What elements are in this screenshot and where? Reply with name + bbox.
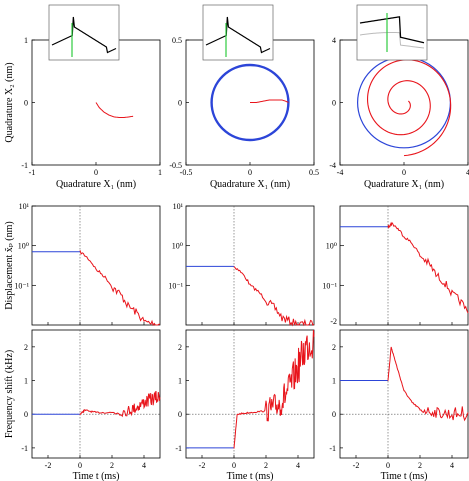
y-tick-label: 0 <box>24 410 28 419</box>
series-line-red <box>95 102 134 118</box>
series-line-red <box>387 221 469 314</box>
y-tick-label: 10⁻¹ <box>168 281 183 290</box>
plot-frame <box>339 205 469 326</box>
y-tick-label: 0 <box>332 99 336 108</box>
x-tick-label: 0 <box>232 461 236 470</box>
series-line-red <box>79 250 161 327</box>
x-tick-label: 4 <box>142 461 146 470</box>
x-tick-label: 0 <box>386 461 390 470</box>
y-axis-label: Frequency shift (kHz) <box>4 350 15 438</box>
plot-frame <box>339 329 469 459</box>
y-tick-label: 10¹ <box>173 202 184 211</box>
plot-frame <box>185 329 315 459</box>
y-tick-label: -2 <box>330 317 337 326</box>
y-tick-label: 0 <box>24 99 28 108</box>
x-tick-label: -2 <box>45 461 52 470</box>
x-tick-label: 1 <box>158 168 162 177</box>
x-tick-label: 0.5 <box>309 168 319 177</box>
y-tick-label: 10⁻¹ <box>14 281 29 290</box>
y-tick-label: 2 <box>178 343 182 352</box>
x-tick-label: -2 <box>199 461 206 470</box>
x-tick-label: 0 <box>94 168 98 177</box>
x-axis-label: Quadrature X₁ (nm) <box>210 179 290 190</box>
y-tick-label: 4 <box>332 36 336 45</box>
series-line-red <box>233 329 315 449</box>
y-tick-label: 1 <box>178 377 182 386</box>
x-axis-label: Time t (ms) <box>73 471 120 481</box>
x-tick-label: 2 <box>418 461 422 470</box>
x-tick-label: 2 <box>110 461 114 470</box>
inset-curve <box>359 16 425 44</box>
x-tick-label: -1 <box>29 168 36 177</box>
inset-curve <box>205 16 271 54</box>
y-tick-label: 1 <box>332 377 336 386</box>
series-line-red <box>233 266 315 327</box>
x-tick-label: 4 <box>450 461 454 470</box>
y-axis-label: Quadrature X₂ (nm) <box>4 62 15 142</box>
y-tick-label: -1 <box>21 161 28 170</box>
x-tick-label: 4 <box>466 168 469 177</box>
series-line-red <box>79 390 161 418</box>
series-line-red <box>250 99 289 103</box>
x-tick-label: -2 <box>353 461 360 470</box>
y-tick-label: 10⁰ <box>172 242 183 251</box>
plot-frame <box>31 329 161 459</box>
y-tick-label: 0 <box>178 99 182 108</box>
x-tick-label: 0 <box>78 461 82 470</box>
y-tick-label: 0.5 <box>172 36 182 45</box>
x-tick-label: 0 <box>402 168 406 177</box>
y-tick-label: 1 <box>24 36 28 45</box>
series-circle <box>210 63 290 142</box>
inset-curve-gray <box>359 31 425 49</box>
x-axis-label: Quadrature X₁ (nm) <box>56 179 136 190</box>
y-axis-label: Displacement x̃ₚ (nm) <box>4 221 15 309</box>
x-axis-label: Quadrature X₁ (nm) <box>364 179 444 190</box>
x-tick-label: 0 <box>248 168 252 177</box>
y-tick-label: -4 <box>329 161 336 170</box>
plot-frame <box>185 205 315 326</box>
y-tick-label: -0.5 <box>169 161 182 170</box>
x-tick-label: 4 <box>296 461 300 470</box>
inset-curve <box>51 16 117 54</box>
y-tick-label: 10¹ <box>19 202 30 211</box>
x-axis-label: Time t (ms) <box>381 471 428 481</box>
plot-frame <box>31 205 161 326</box>
y-tick-label: 2 <box>332 343 336 352</box>
y-tick-label: 10⁻¹ <box>322 281 337 290</box>
y-tick-label: 10⁰ <box>18 242 29 251</box>
x-tick-label: -0.5 <box>180 168 193 177</box>
x-tick-label: 2 <box>264 461 268 470</box>
y-tick-label: -1 <box>175 444 182 453</box>
y-tick-label: -1 <box>21 444 28 453</box>
x-axis-label: Time t (ms) <box>227 471 274 481</box>
y-tick-label: 0 <box>332 410 336 419</box>
y-tick-label: -1 <box>329 444 336 453</box>
y-tick-label: 1 <box>24 377 28 386</box>
y-tick-label: 0 <box>178 410 182 419</box>
series-line-red <box>387 346 469 422</box>
y-tick-label: 10⁰ <box>326 242 337 251</box>
y-tick-label: 2 <box>24 343 28 352</box>
series-spiral <box>366 59 452 157</box>
x-tick-label: -4 <box>337 168 344 177</box>
